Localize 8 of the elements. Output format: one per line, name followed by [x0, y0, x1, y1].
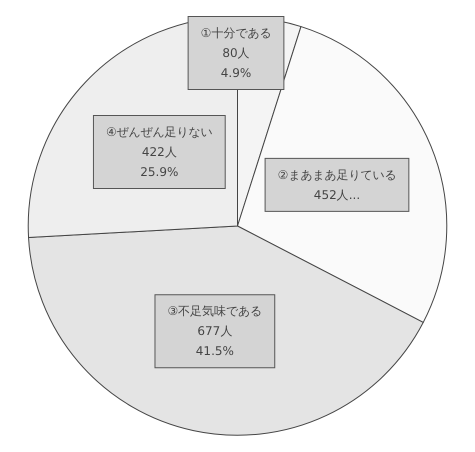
data-label: 80人 4.9%	[220, 46, 252, 80]
slice-label: ④ぜんぜん足りない	[106, 125, 213, 140]
slice-label: ③不足気味である	[167, 304, 262, 318]
data-label: 677人 41.5%	[196, 324, 234, 358]
data-label: 422人 25.9%	[140, 145, 178, 180]
slice-label: ①十分である	[200, 26, 272, 40]
slice-label: ②まあまあ足りている	[278, 168, 396, 182]
data-label: 452人...	[314, 188, 360, 202]
